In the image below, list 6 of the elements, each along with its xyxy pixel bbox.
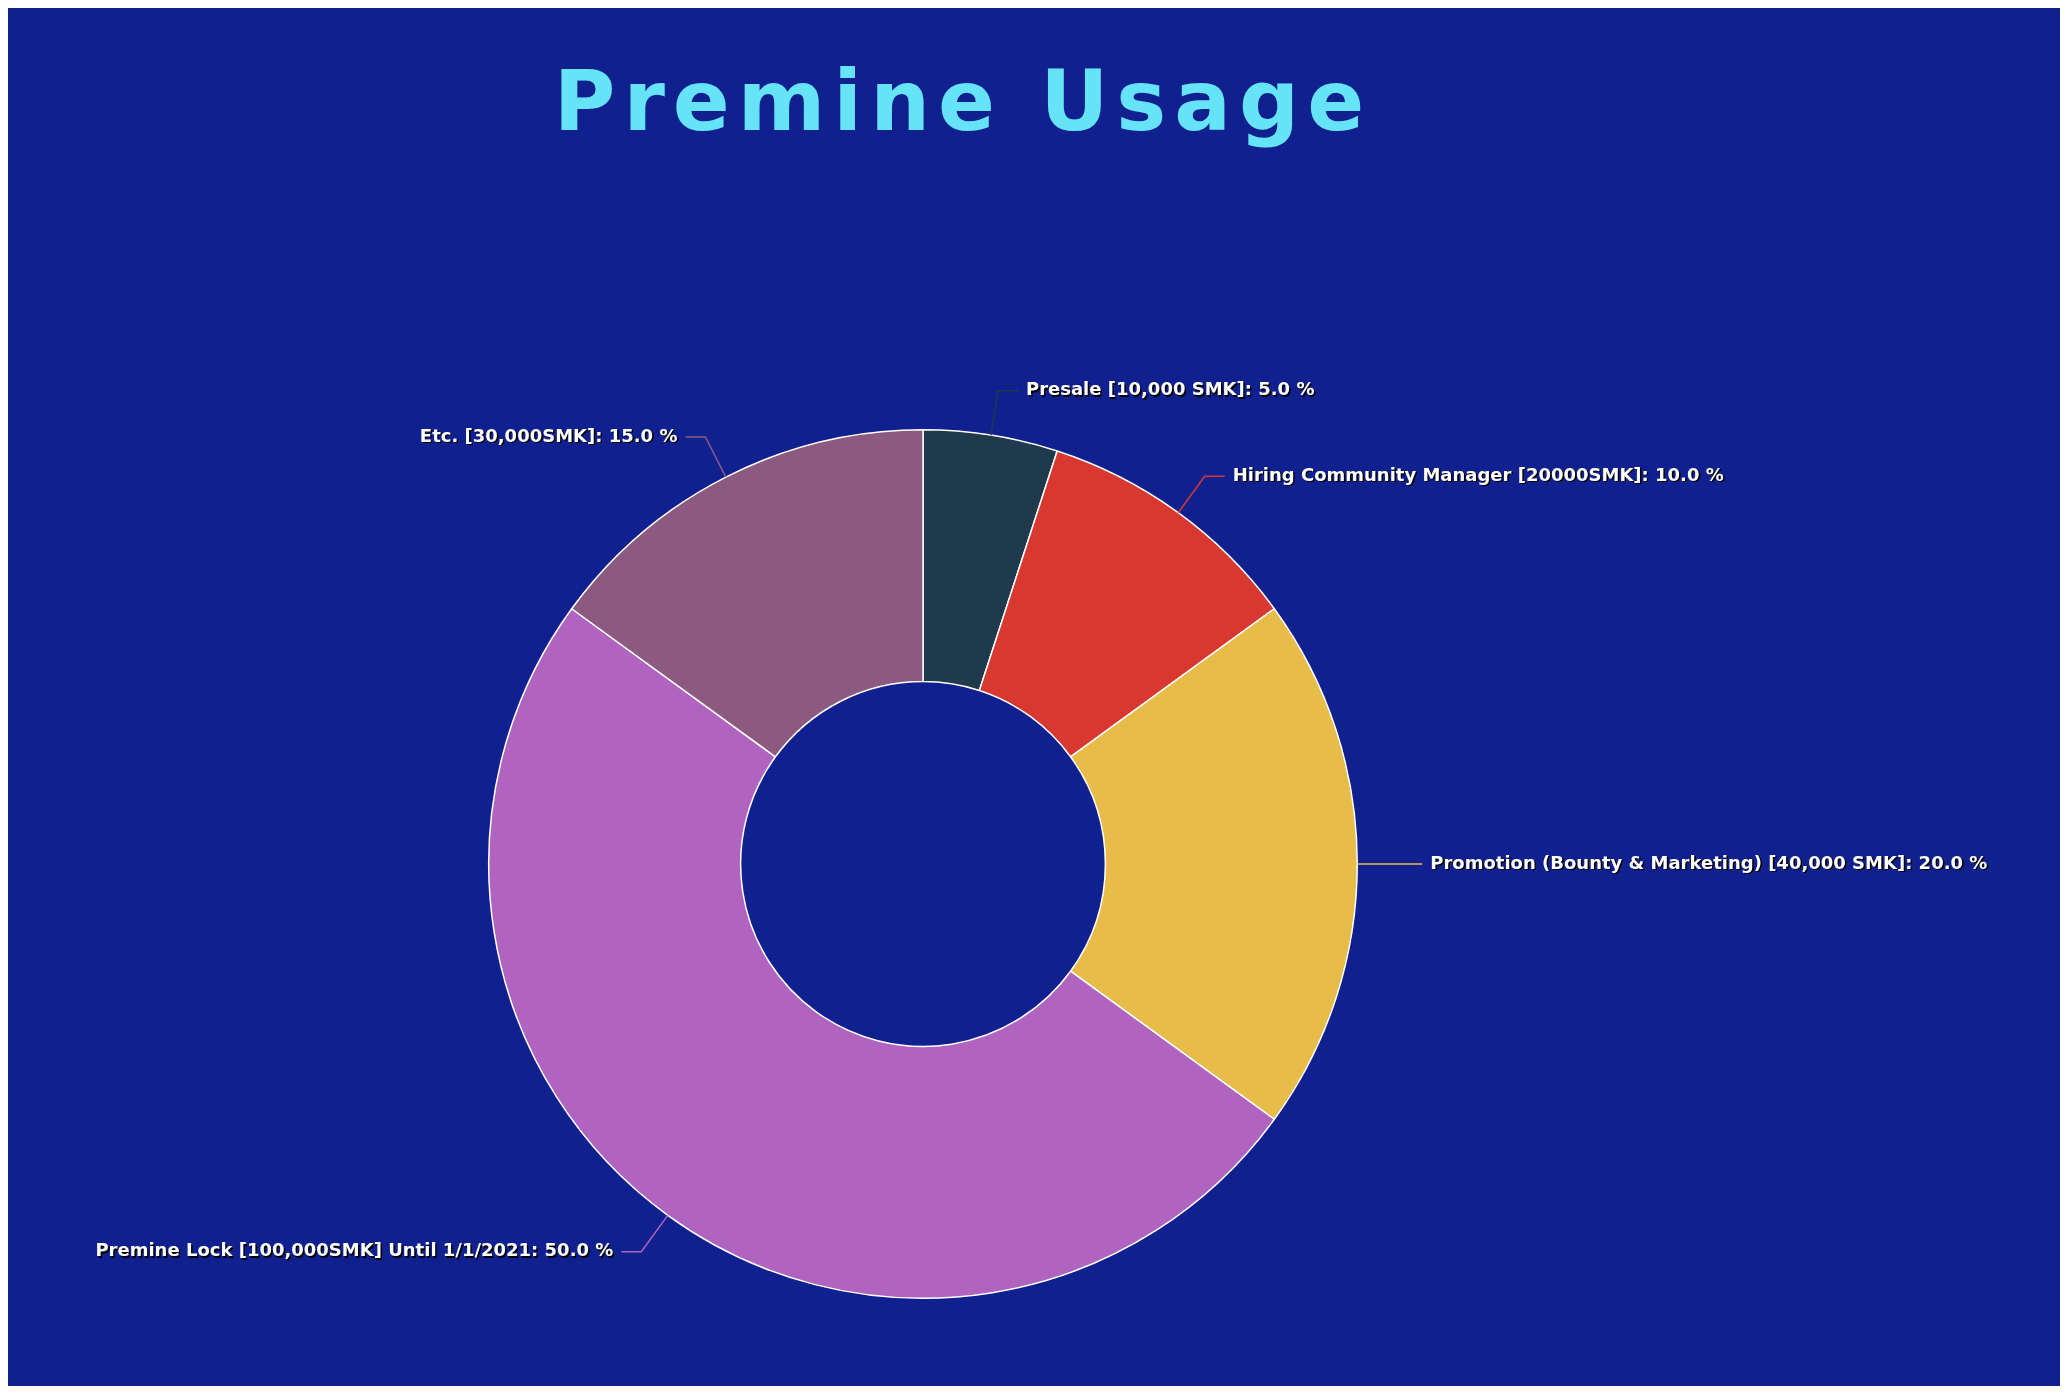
slice-label: Hiring Community Manager [20000SMK]: 10.0 % [1232, 463, 1724, 485]
slice-label: Premine Lock [100,000SMK] Until 1/1/2021: 50.0 % [95, 1239, 614, 1261]
chart-title: Premine Usage [553, 51, 1373, 150]
slice-label: Etc. [30,000SMK]: 15.0 % [419, 424, 678, 446]
slice-label: Presale [10,000 SMK]: 5.0 % [1025, 378, 1315, 400]
slice-label: Promotion (Bounty & Marketing) [40,000 SMK]: 20.0 % [1430, 851, 1988, 873]
